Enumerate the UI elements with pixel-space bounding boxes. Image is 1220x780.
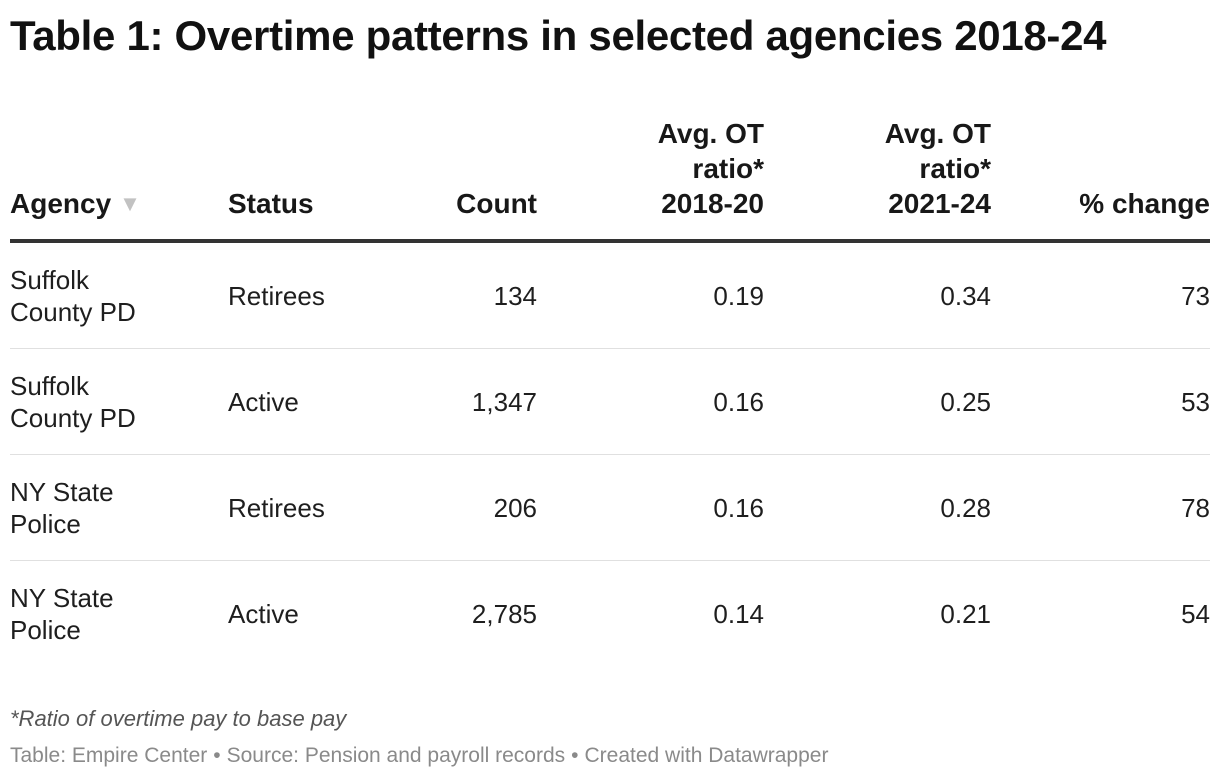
cell-ratio-2018-20: 0.16 — [713, 492, 764, 523]
header-count[interactable]: Count — [456, 188, 537, 219]
data-table: Agency ▼ Status Count Avg. OT ratio* 2018… — [10, 115, 1210, 667]
table-row: NY State Police Active 2,785 0.14 0.21 5… — [10, 561, 1210, 667]
cell-status: Retirees — [228, 280, 325, 311]
cell-pct-change: 73 — [1181, 280, 1210, 311]
cell-ratio-2021-24: 0.21 — [940, 599, 991, 629]
cell-count: 206 — [493, 492, 537, 523]
header-agency-label: Agency — [10, 188, 112, 219]
source-footer: Table: Empire Center • Source: Pension and… — [10, 744, 828, 768]
header-status[interactable]: Status — [228, 188, 314, 219]
header-ratio-2018-20-line3: 2018-20 — [661, 188, 764, 219]
cell-ratio-2018-20: 0.14 — [713, 599, 764, 629]
cell-ratio-2021-24: 0.34 — [940, 280, 991, 311]
table-header: Agency ▼ Status Count Avg. OT ratio* 2018… — [10, 115, 1210, 243]
header-agency[interactable]: Agency ▼ — [10, 186, 210, 221]
footer-source: Source: Pension and payroll records — [226, 744, 566, 767]
cell-count: 134 — [493, 280, 537, 311]
cell-agency: Suffolk County PD — [10, 264, 136, 327]
cell-agency: NY State Police — [10, 583, 114, 645]
footer-table-credit: Table: Empire Center — [10, 744, 208, 767]
cell-ratio-2018-20: 0.16 — [713, 386, 764, 417]
header-ratio-2021-24-line1: Avg. OT — [884, 118, 991, 149]
header-pct-change[interactable]: % change — [1079, 188, 1210, 219]
sort-descending-icon[interactable]: ▼ — [119, 191, 141, 216]
table-title: Table 1: Overtime patterns in selected a… — [10, 12, 1107, 59]
cell-count: 2,785 — [471, 599, 537, 629]
footer-created-with: Created with Datawrapper — [584, 744, 829, 767]
cell-ratio-2021-24: 0.25 — [940, 386, 991, 417]
header-ratio-2018-20-line2: ratio* — [692, 153, 764, 184]
cell-pct-change: 53 — [1181, 386, 1210, 417]
header-ratio-2021-24-line2: ratio* — [919, 153, 991, 184]
footer-separator: • — [571, 744, 579, 767]
cell-ratio-2021-24: 0.28 — [940, 492, 991, 523]
table-row: NY State Police Retirees 206 0.16 0.28 7… — [10, 455, 1210, 561]
cell-pct-change: 78 — [1181, 492, 1210, 523]
cell-agency: Suffolk County PD — [10, 370, 136, 433]
header-ratio-2021-24-line3: 2021-24 — [888, 188, 991, 219]
cell-status: Retirees — [228, 492, 325, 523]
header-ratio-2018-20[interactable]: Avg. OT ratio* 2018-20 — [564, 116, 764, 221]
table-row: Suffolk County PD Retirees 134 0.19 0.34… — [10, 243, 1210, 349]
footer-separator: • — [213, 744, 221, 767]
cell-ratio-2018-20: 0.19 — [713, 280, 764, 311]
cell-pct-change: 54 — [1181, 599, 1210, 629]
footnote: *Ratio of overtime pay to base pay — [10, 706, 347, 731]
table-row: Suffolk County PD Active 1,347 0.16 0.25… — [10, 349, 1210, 455]
cell-agency: NY State Police — [10, 476, 114, 539]
cell-status: Active — [228, 599, 299, 629]
cell-status: Active — [228, 386, 299, 417]
header-ratio-2018-20-line1: Avg. OT — [657, 118, 764, 149]
header-ratio-2021-24[interactable]: Avg. OT ratio* 2021-24 — [791, 116, 991, 221]
cell-count: 1,347 — [471, 386, 537, 417]
